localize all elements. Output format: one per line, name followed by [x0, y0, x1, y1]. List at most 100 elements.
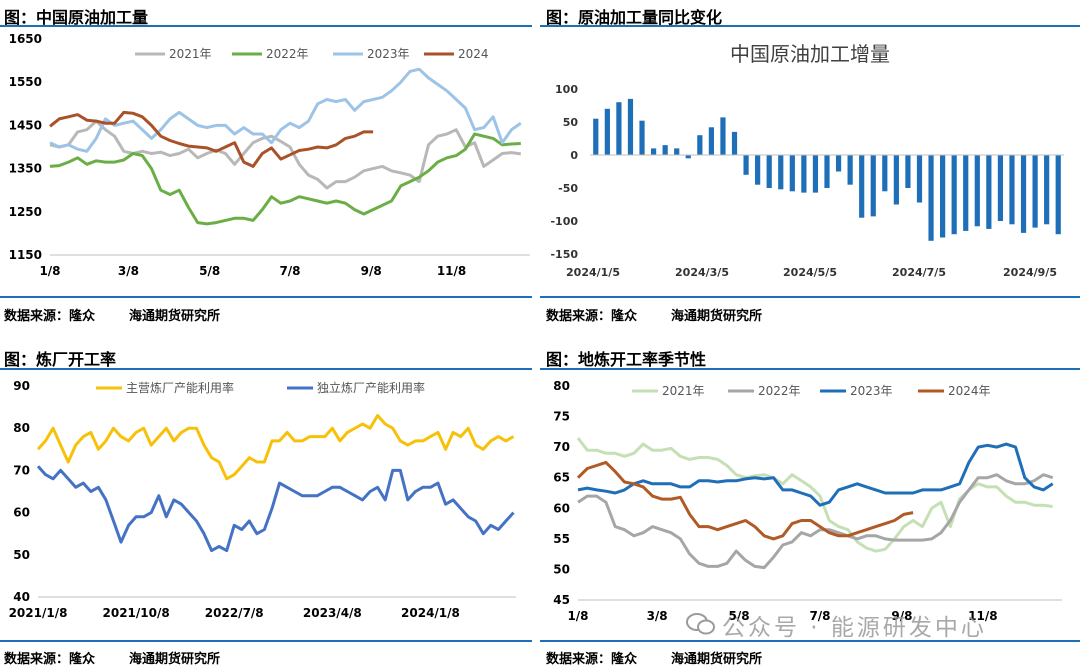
panel3-source: 数据来源：隆众 海通期货研究所 — [4, 648, 254, 667]
bar — [951, 155, 957, 235]
series-line-1 — [36, 465, 515, 553]
panel2-title-rule — [540, 25, 1080, 27]
x-tick-label: 2024/9/5 — [1003, 266, 1057, 279]
bar — [859, 155, 865, 218]
chart-title: 中国原油加工增量 — [730, 42, 890, 66]
x-tick-label: 7/8 — [809, 609, 830, 623]
y-tick-label: 1150 — [9, 248, 42, 262]
panel2-title: 图：原油加工量同比变化 — [546, 8, 723, 27]
panel4-source: 数据来源：隆众 海通期货研究所 — [546, 648, 796, 667]
bar — [778, 155, 784, 190]
x-tick-label: 11/8 — [437, 264, 466, 278]
x-tick-label: 3/8 — [647, 609, 668, 623]
panel4-source-rule — [540, 640, 1080, 642]
y-tick-label: 75 — [553, 410, 570, 424]
bar — [662, 145, 668, 155]
y-tick-label: 50 — [13, 548, 30, 562]
source-label: 数据来源：隆众 — [546, 652, 638, 667]
y-tick-label: 80 — [553, 379, 570, 393]
x-tick-label: 1/8 — [567, 609, 588, 623]
chart-yoy-change: 中国原油加工增量 100 50 0 -50 -100 -150 2024/1/5 2024/3/… — [550, 42, 1064, 279]
bar — [604, 108, 610, 155]
x-tick-label: 2024/7/5 — [892, 266, 946, 279]
bar — [1032, 155, 1038, 228]
chart-local-refinery-seasonal: 45 50 55 60 65 70 75 80 1/8 3/8 5/8 7/8 9/8 11/8 2021年… — [553, 379, 1062, 623]
bar — [812, 155, 819, 193]
x-tick-label: 2023/4/8 — [303, 606, 362, 620]
bar — [650, 148, 657, 155]
bar — [870, 155, 876, 217]
bar — [627, 98, 634, 155]
source-label: 数据来源：隆众 — [4, 652, 96, 667]
x-tick-label: 2024/3/5 — [675, 266, 729, 279]
y-tick-label: -50 — [558, 182, 578, 195]
y-tick-label: 70 — [553, 440, 570, 454]
bar — [720, 117, 726, 155]
x-tick-label: 2024/1/5 — [566, 266, 620, 279]
series-line-0 — [576, 437, 1053, 553]
source-label: 数据来源：隆众 — [546, 309, 638, 324]
legend-label: 2024年 — [948, 384, 991, 398]
y-tick-label: 100 — [555, 83, 578, 96]
x-tick-label: 1/8 — [39, 264, 60, 278]
source-org: 海通期货研究所 — [671, 309, 763, 324]
bar — [893, 155, 899, 205]
panel4-title-rule — [540, 368, 1080, 370]
bar — [1055, 155, 1061, 235]
series-line-2 — [49, 67, 522, 153]
y-tick-label: -150 — [550, 248, 578, 261]
y-tick-label: 50 — [553, 562, 570, 576]
legend-label: 2022年 — [266, 47, 309, 61]
x-tick-label: 2022/7/8 — [205, 606, 264, 620]
bar — [940, 155, 946, 238]
series-line-3 — [576, 460, 914, 541]
y-tick-label: 65 — [553, 471, 570, 485]
x-tick-label: 3/8 — [118, 264, 139, 278]
y-tick-label: 50 — [563, 116, 579, 129]
panel1-source: 数据来源：隆众 海通期货研究所 — [4, 305, 254, 324]
panel3-source-rule — [0, 640, 532, 642]
x-tick-label: 5/8 — [728, 609, 749, 623]
source-org: 海通期货研究所 — [129, 309, 221, 324]
source-label: 数据来源：隆众 — [4, 309, 96, 324]
bar — [997, 155, 1004, 221]
y-tick-label: 55 — [553, 532, 570, 546]
chart-refinery-rates: 40 50 60 70 80 90 2021/1/8 2021/10/8 2022/7/8 202… — [9, 379, 516, 620]
bar — [789, 155, 795, 192]
source-org: 海通期货研究所 — [129, 652, 221, 667]
legend-label: 主营炼厂产能利用率 — [126, 380, 234, 395]
source-org: 海通期货研究所 — [671, 652, 763, 667]
bar — [639, 120, 645, 155]
bar — [616, 102, 622, 155]
bar — [974, 155, 980, 227]
y-tick-label: 45 — [553, 593, 570, 607]
legend-label: 2023年 — [367, 47, 410, 61]
panel2-source: 数据来源：隆众 海通期货研究所 — [546, 305, 796, 324]
y-tick-label: 1250 — [9, 205, 42, 219]
bar — [824, 155, 830, 188]
series-line-3 — [49, 110, 374, 168]
chart-crude-processing: 1150 1250 1350 1450 1550 1650 1/8 3/8 5/8 7/8 9/8 1… — [9, 32, 530, 278]
x-tick-label: 2021/1/8 — [9, 606, 68, 620]
bar — [743, 155, 749, 175]
bar — [731, 131, 738, 155]
bar — [963, 155, 969, 231]
series-line-2 — [577, 442, 1054, 507]
y-tick-label: 90 — [13, 379, 30, 393]
legend-label: 2021年 — [662, 384, 705, 398]
panel1-source-rule — [0, 296, 532, 298]
bar — [847, 155, 853, 185]
bar — [697, 135, 703, 155]
y-tick-label: 60 — [553, 501, 570, 515]
x-tick-label: 9/8 — [891, 609, 912, 623]
y-tick-label: 60 — [13, 506, 30, 520]
legend-label: 2023年 — [850, 384, 893, 398]
legend-label: 2022年 — [758, 384, 801, 398]
bar — [674, 148, 680, 155]
bar — [1020, 155, 1027, 233]
panel3-title-rule — [0, 368, 532, 370]
panel3-title: 图：炼厂开工率 — [4, 350, 117, 369]
x-tick-label: 2021/10/8 — [103, 606, 170, 620]
series-line-0 — [49, 119, 522, 190]
bar — [708, 127, 714, 155]
